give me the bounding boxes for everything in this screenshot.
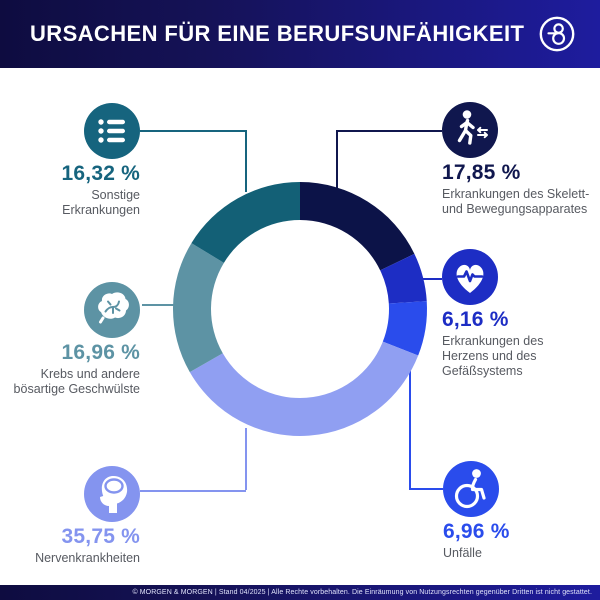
category-percentage: 6,16 % <box>442 308 509 331</box>
header-bar: URSACHEN FÜR EINE BERUFSUNFÄHIGKEIT <box>0 0 600 68</box>
category-callout: 16,96 % Krebs und andere bösartige Gesch… <box>0 282 140 397</box>
category-callout: 6,96 % Unfälle <box>443 461 600 561</box>
category-percentage: 6,96 % <box>443 520 510 543</box>
connector-line <box>140 130 247 132</box>
connector-line <box>140 490 246 492</box>
donut-segment-skelett <box>300 182 415 271</box>
donut-segment-sonstige <box>191 182 300 263</box>
head-profile-icon <box>84 466 140 522</box>
category-percentage: 35,75 % <box>61 525 140 548</box>
brain-icon <box>84 282 140 338</box>
bullet-list-icon <box>84 103 140 159</box>
morgen-morgen-logo-icon <box>538 15 576 53</box>
page-title: URSACHEN FÜR EINE BERUFSUNFÄHIGKEIT <box>30 21 525 46</box>
heart-pulse-icon <box>442 249 498 305</box>
category-percentage: 16,96 % <box>61 341 140 364</box>
connector-line <box>336 130 338 190</box>
connector-line <box>409 356 411 490</box>
copyright-text: © MORGEN & MORGEN | Stand 04/2025 | Alle… <box>132 589 592 596</box>
connector-line <box>245 428 248 490</box>
category-percentage: 17,85 % <box>442 161 521 184</box>
category-label: Nervenkrankheiten <box>35 551 140 566</box>
donut-segment-unfaelle <box>382 301 427 356</box>
category-label: Krebs und andere bösartige Geschwülste <box>13 367 140 397</box>
donut-segment-nerven <box>189 341 419 437</box>
category-callout: 6,16 % Erkrankungen des Herzens und des … <box>442 249 600 379</box>
category-label: Erkrankungen des Skelett- und Bewegungsa… <box>442 187 590 217</box>
category-label: Erkrankungen des Herzens und des Gefäßsy… <box>442 334 544 379</box>
category-percentage: 16,32 % <box>61 162 140 185</box>
category-callout: 35,75 % Nervenkrankheiten <box>0 466 140 566</box>
connector-line <box>336 130 442 132</box>
donut-segment-herz <box>380 253 427 304</box>
connector-line <box>245 130 248 192</box>
category-callout: 16,32 % Sonstige Erkrankungen <box>0 103 140 218</box>
wheelchair-icon <box>443 461 499 517</box>
category-label: Unfälle <box>443 546 482 561</box>
donut-segment-krebs <box>172 243 224 373</box>
connector-line <box>142 304 176 306</box>
walking-person-icon <box>442 102 498 158</box>
category-callout: 17,85 % Erkrankungen des Skelett- und Be… <box>442 102 600 217</box>
connector-line <box>409 488 443 490</box>
footer-bar: © MORGEN & MORGEN | Stand 04/2025 | Alle… <box>0 585 600 600</box>
category-label: Sonstige Erkrankungen <box>62 188 140 218</box>
